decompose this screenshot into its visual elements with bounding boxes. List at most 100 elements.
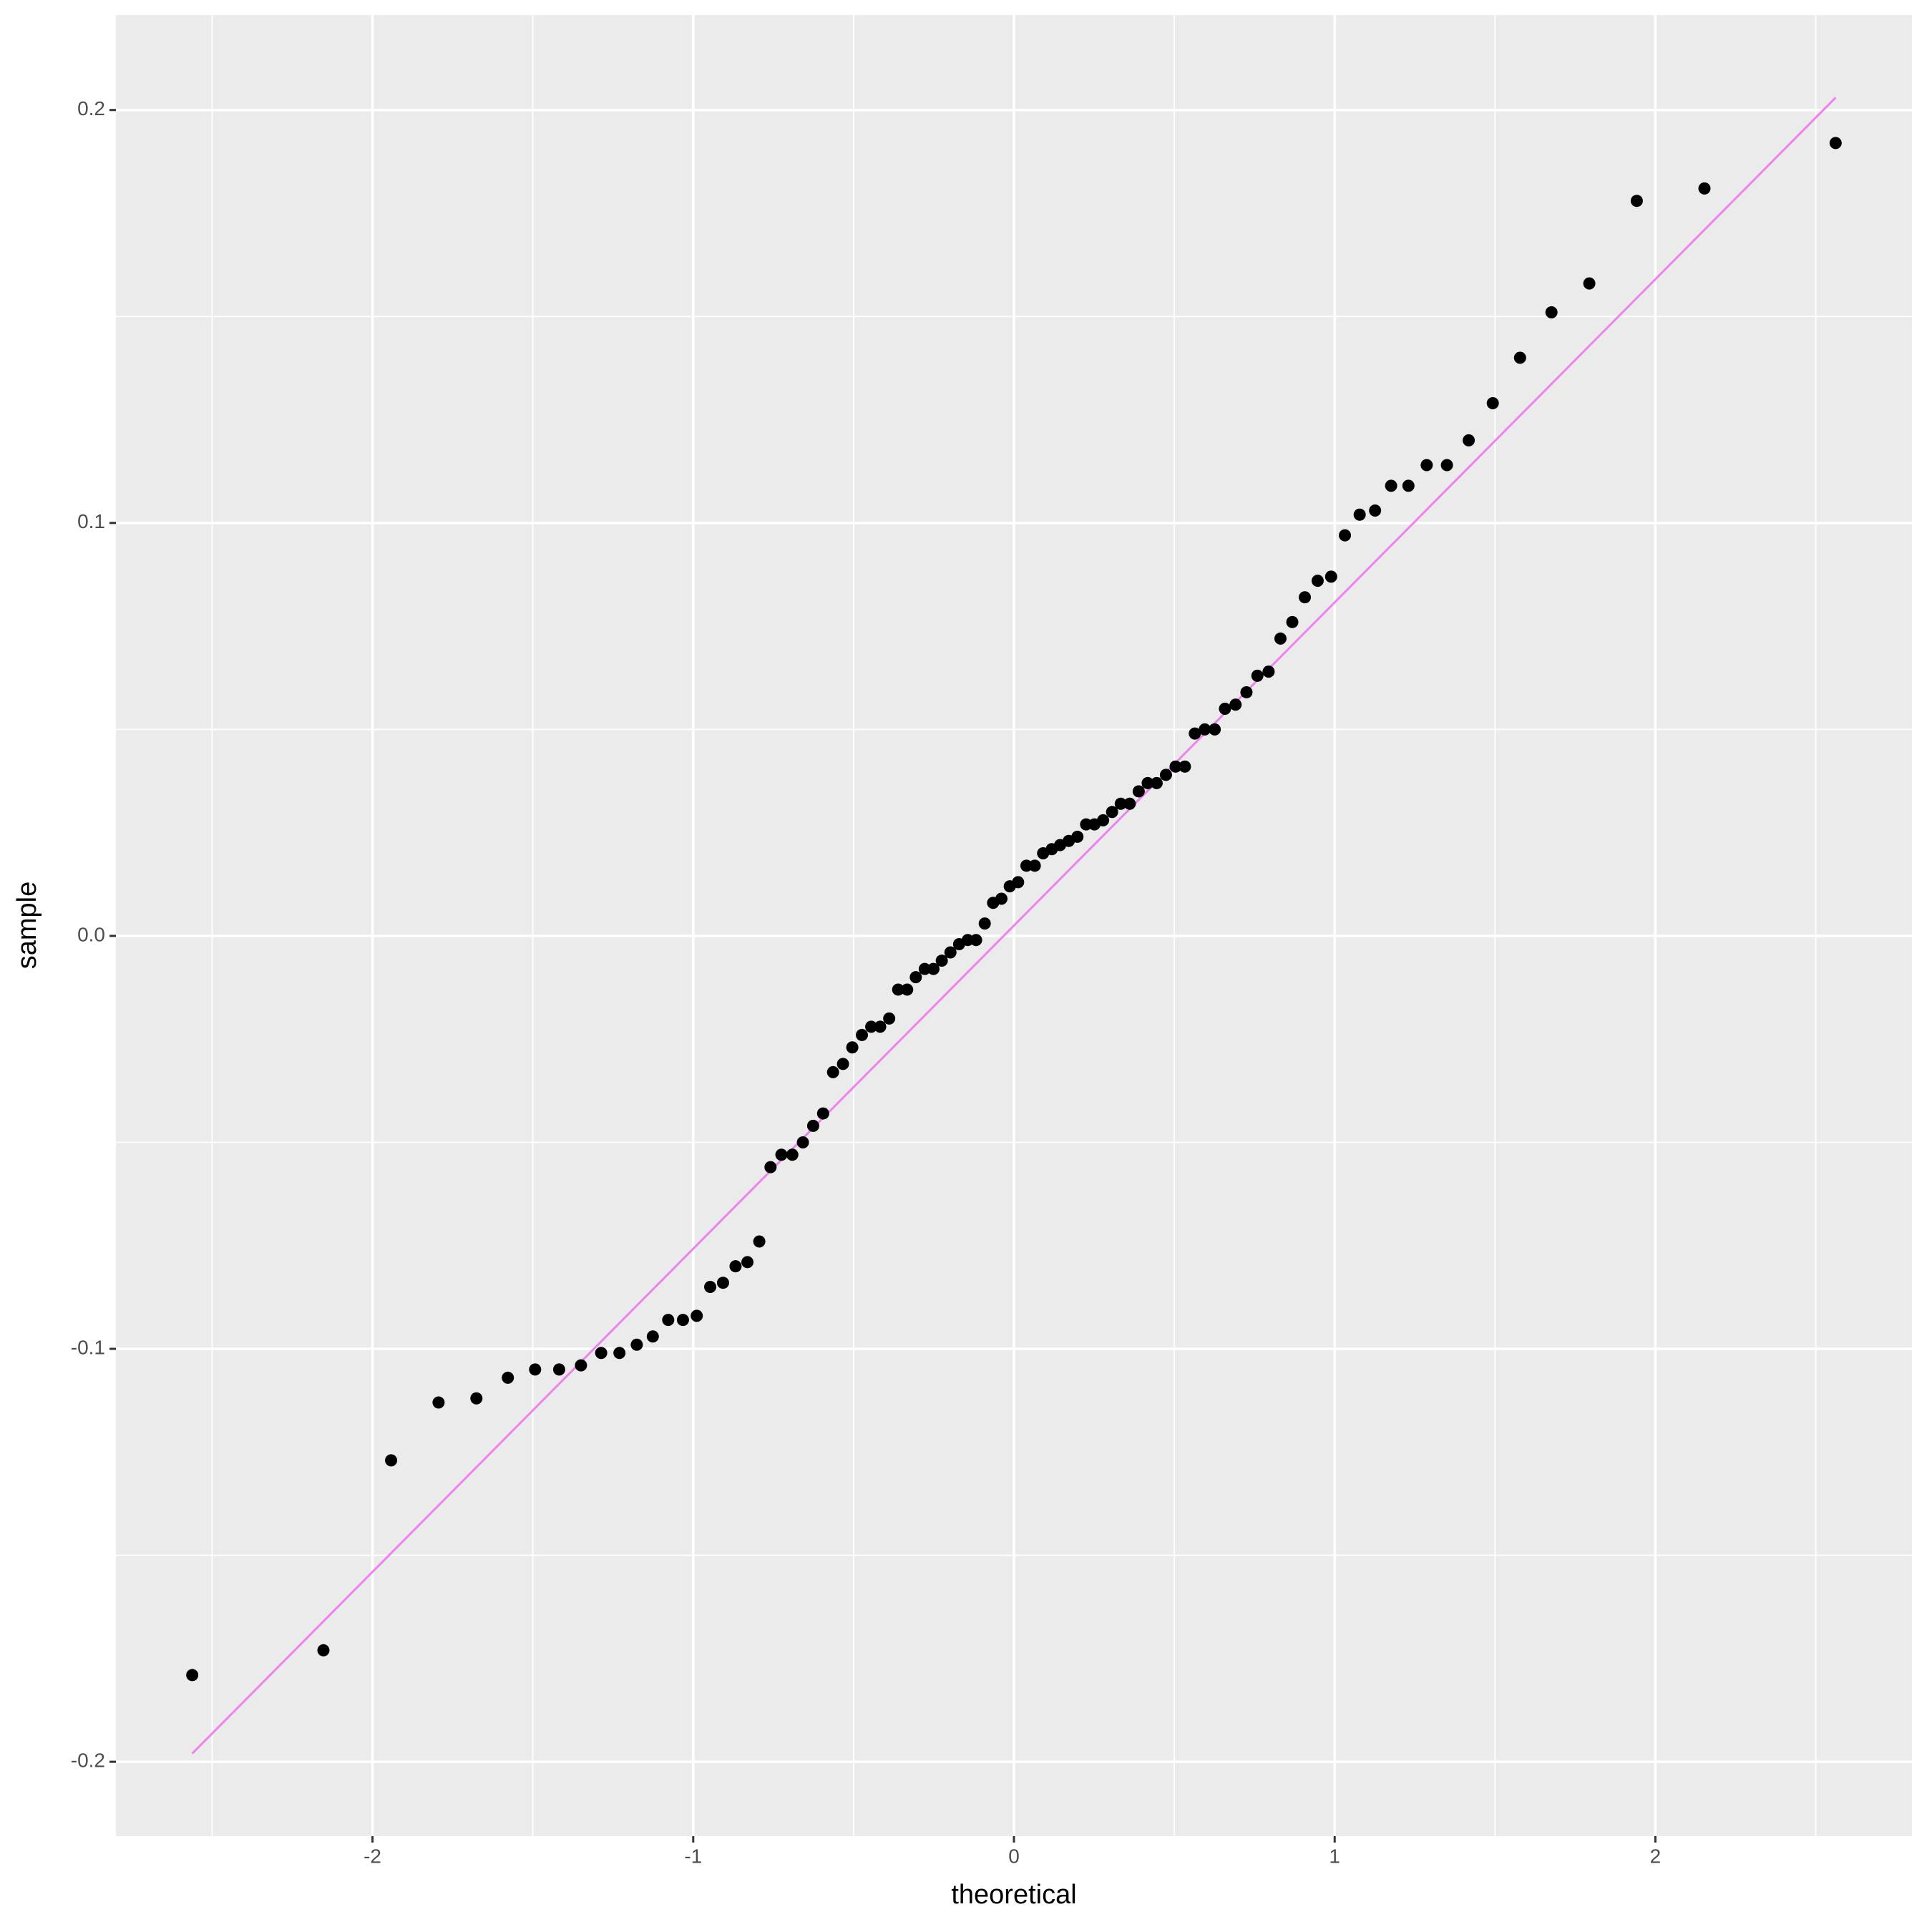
point bbox=[502, 1371, 514, 1384]
point bbox=[1311, 575, 1324, 587]
point bbox=[846, 1041, 859, 1054]
point bbox=[796, 1136, 809, 1148]
point bbox=[575, 1359, 587, 1372]
point bbox=[1545, 306, 1558, 319]
point bbox=[1150, 776, 1163, 789]
point bbox=[1513, 351, 1526, 364]
point bbox=[1440, 459, 1453, 472]
point bbox=[918, 962, 931, 975]
point bbox=[1209, 723, 1221, 736]
reference-line bbox=[191, 97, 1837, 1755]
point bbox=[385, 1454, 398, 1467]
point bbox=[1071, 830, 1084, 843]
point bbox=[1020, 859, 1033, 872]
point bbox=[944, 946, 957, 959]
point bbox=[865, 1020, 878, 1033]
x-axis-title: theoretical bbox=[951, 1880, 1076, 1910]
point bbox=[1229, 698, 1242, 711]
point bbox=[1402, 479, 1415, 492]
point bbox=[1114, 797, 1127, 810]
point bbox=[806, 1119, 819, 1132]
point bbox=[1141, 776, 1154, 789]
point bbox=[1463, 434, 1475, 447]
point bbox=[1169, 760, 1182, 773]
marks bbox=[186, 97, 1842, 1755]
point bbox=[764, 1161, 777, 1174]
point bbox=[826, 1065, 839, 1078]
point bbox=[186, 1669, 199, 1682]
y-tick-label: -0.2 bbox=[71, 1750, 105, 1772]
point bbox=[1262, 665, 1275, 678]
point bbox=[1199, 723, 1211, 736]
point bbox=[1132, 785, 1145, 798]
point bbox=[1630, 195, 1643, 208]
point bbox=[901, 983, 914, 996]
point bbox=[729, 1260, 742, 1273]
point bbox=[741, 1256, 754, 1269]
point bbox=[1583, 277, 1596, 290]
point bbox=[856, 1028, 869, 1041]
point bbox=[704, 1280, 717, 1293]
point bbox=[317, 1644, 330, 1657]
x-tick-label: 0 bbox=[1008, 1845, 1020, 1867]
point bbox=[676, 1314, 689, 1327]
point bbox=[613, 1347, 626, 1360]
x-tick-label: 2 bbox=[1650, 1845, 1662, 1867]
point bbox=[995, 892, 1008, 905]
y-axis-title: sample bbox=[12, 882, 42, 970]
point bbox=[874, 1020, 887, 1033]
point bbox=[1159, 769, 1172, 781]
point bbox=[1097, 814, 1110, 826]
point bbox=[432, 1396, 445, 1409]
point bbox=[1299, 591, 1312, 604]
point bbox=[935, 955, 948, 967]
point bbox=[978, 917, 991, 930]
point bbox=[1179, 760, 1191, 773]
point bbox=[470, 1392, 483, 1405]
point bbox=[775, 1148, 788, 1161]
point bbox=[836, 1058, 849, 1070]
point bbox=[961, 934, 974, 947]
point bbox=[1339, 529, 1352, 542]
y-tick-label: -0.1 bbox=[71, 1336, 105, 1358]
point bbox=[1486, 396, 1499, 409]
point bbox=[786, 1148, 799, 1161]
point bbox=[1240, 686, 1253, 698]
point bbox=[595, 1347, 608, 1360]
point bbox=[970, 934, 982, 947]
point bbox=[1028, 859, 1041, 872]
point bbox=[1698, 182, 1711, 195]
point bbox=[892, 983, 904, 996]
point bbox=[1106, 806, 1118, 819]
y-tick-label: 0.2 bbox=[77, 97, 105, 119]
point bbox=[1251, 669, 1264, 682]
point bbox=[909, 971, 922, 984]
grid bbox=[116, 15, 1912, 1836]
point bbox=[716, 1277, 729, 1289]
point bbox=[662, 1314, 675, 1327]
point bbox=[816, 1107, 829, 1120]
point bbox=[552, 1363, 565, 1376]
point bbox=[691, 1309, 703, 1322]
point bbox=[1324, 570, 1337, 583]
point bbox=[1219, 703, 1231, 716]
point bbox=[630, 1338, 643, 1351]
point bbox=[1286, 615, 1299, 628]
point bbox=[1369, 504, 1382, 517]
point bbox=[927, 962, 940, 975]
point bbox=[883, 1012, 896, 1025]
point bbox=[1829, 137, 1842, 150]
point bbox=[1123, 797, 1136, 810]
y-tick-label: 0.0 bbox=[77, 923, 105, 945]
point bbox=[1353, 508, 1366, 521]
point bbox=[529, 1363, 542, 1376]
y-tick-label: 0.1 bbox=[77, 510, 105, 532]
x-tick-label: -2 bbox=[364, 1845, 381, 1867]
point bbox=[1274, 632, 1287, 645]
x-tick-label: -1 bbox=[684, 1845, 702, 1867]
point bbox=[1385, 479, 1397, 492]
point bbox=[1189, 727, 1201, 740]
point bbox=[646, 1330, 659, 1343]
point bbox=[753, 1235, 766, 1248]
